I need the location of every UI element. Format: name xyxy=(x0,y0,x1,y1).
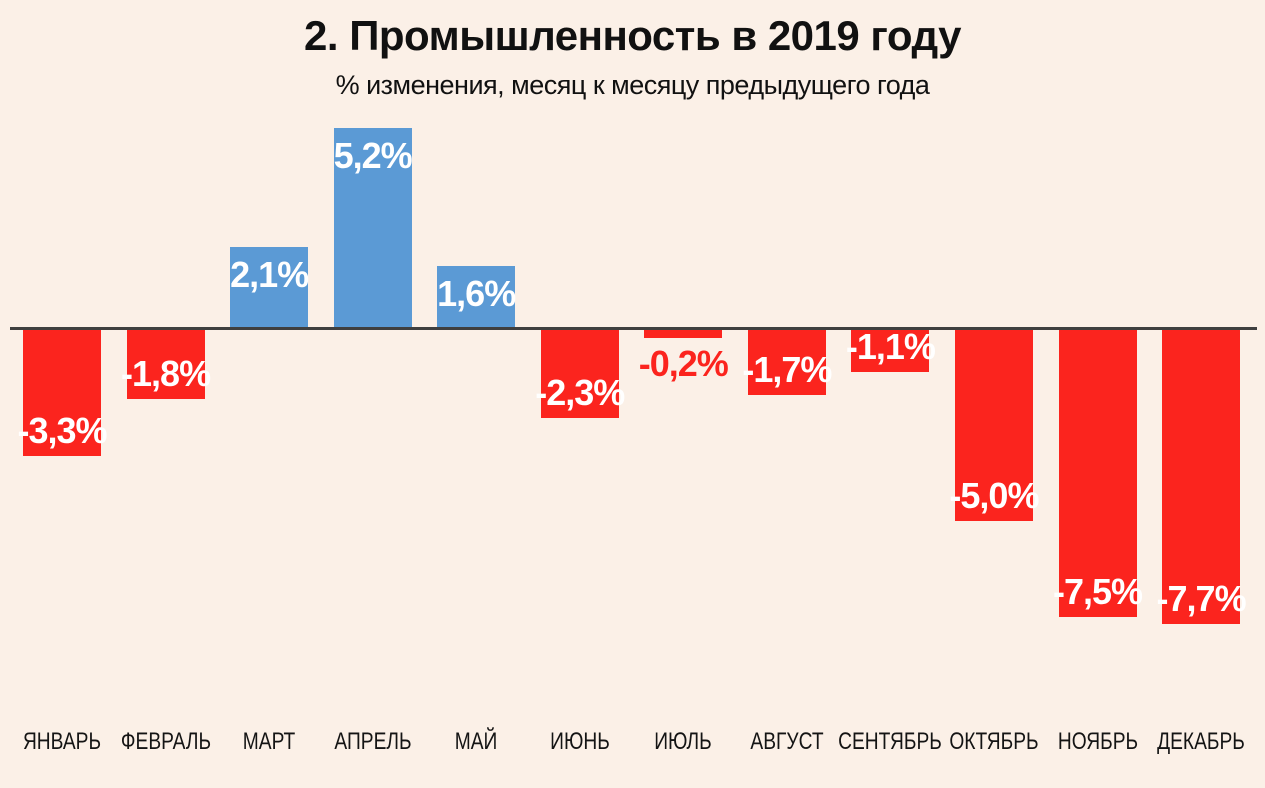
x-axis-label-июнь: ИЮНЬ xyxy=(549,728,610,755)
bar-май: 1,6% xyxy=(437,266,516,327)
bar-value-label: -1,1% xyxy=(845,326,936,367)
x-axis-label-январь: ЯНВАРЬ xyxy=(22,728,102,755)
x-axis-label-ноябрь: НОЯБРЬ xyxy=(1057,728,1138,755)
x-axis-label-май: МАЙ xyxy=(454,728,498,755)
bar-value-label: -2,3% xyxy=(535,372,625,413)
x-axis-label-апрель: АПРЕЛЬ xyxy=(334,728,412,755)
bar-июль xyxy=(644,330,723,338)
bar-январь: -3,3% xyxy=(17,330,108,456)
x-axis-label-март: МАРТ xyxy=(242,728,296,755)
x-axis-label-октябрь: ОКТЯБРЬ xyxy=(949,728,1039,755)
bar-февраль: -1,8% xyxy=(121,330,211,399)
x-axis-label-август: АВГУСТ xyxy=(750,728,824,755)
bar-value-label: -1,7% xyxy=(742,349,832,390)
bar-value-label: -0,2% xyxy=(638,343,729,384)
x-axis-label-февраль: ФЕВРАЛЬ xyxy=(120,728,211,755)
bar-август: -1,7% xyxy=(742,330,832,395)
bar-март: 2,1% xyxy=(230,247,309,327)
bar-value-label: -1,8% xyxy=(121,353,211,394)
bar-value-label: 1,6% xyxy=(437,273,516,314)
x-axis-label-июль: ИЮЛЬ xyxy=(654,728,713,755)
bar-value-label: -7,7% xyxy=(1156,578,1247,619)
bar-value-label: 5,2% xyxy=(333,135,413,176)
bar-value-label: -7,5% xyxy=(1052,571,1143,612)
bar-ноябрь: -7,5% xyxy=(1053,330,1143,617)
bar-октябрь: -5,0% xyxy=(949,330,1039,521)
bar-value-label: 2,1% xyxy=(230,254,309,295)
x-axis-label-декабрь: ДЕКАБРЬ xyxy=(1157,728,1245,755)
chart-subtitle: % изменения, месяц к месяцу предыдущего … xyxy=(335,70,930,100)
bar-value-label: -5,0% xyxy=(949,475,1039,516)
bar-апрель: 5,2% xyxy=(333,128,413,327)
bar-июнь: -2,3% xyxy=(535,330,625,418)
x-axis-label-сентябрь: СЕНТЯБРЬ xyxy=(838,728,943,755)
bar-сентябрь: -1,1% xyxy=(846,329,936,372)
zero-axis-line xyxy=(10,327,1257,330)
bar-декабрь: -7,7% xyxy=(1157,330,1247,624)
chart-title: 2. Промышленность в 2019 году xyxy=(304,12,962,59)
bar-value-label: -3,3% xyxy=(17,410,107,451)
